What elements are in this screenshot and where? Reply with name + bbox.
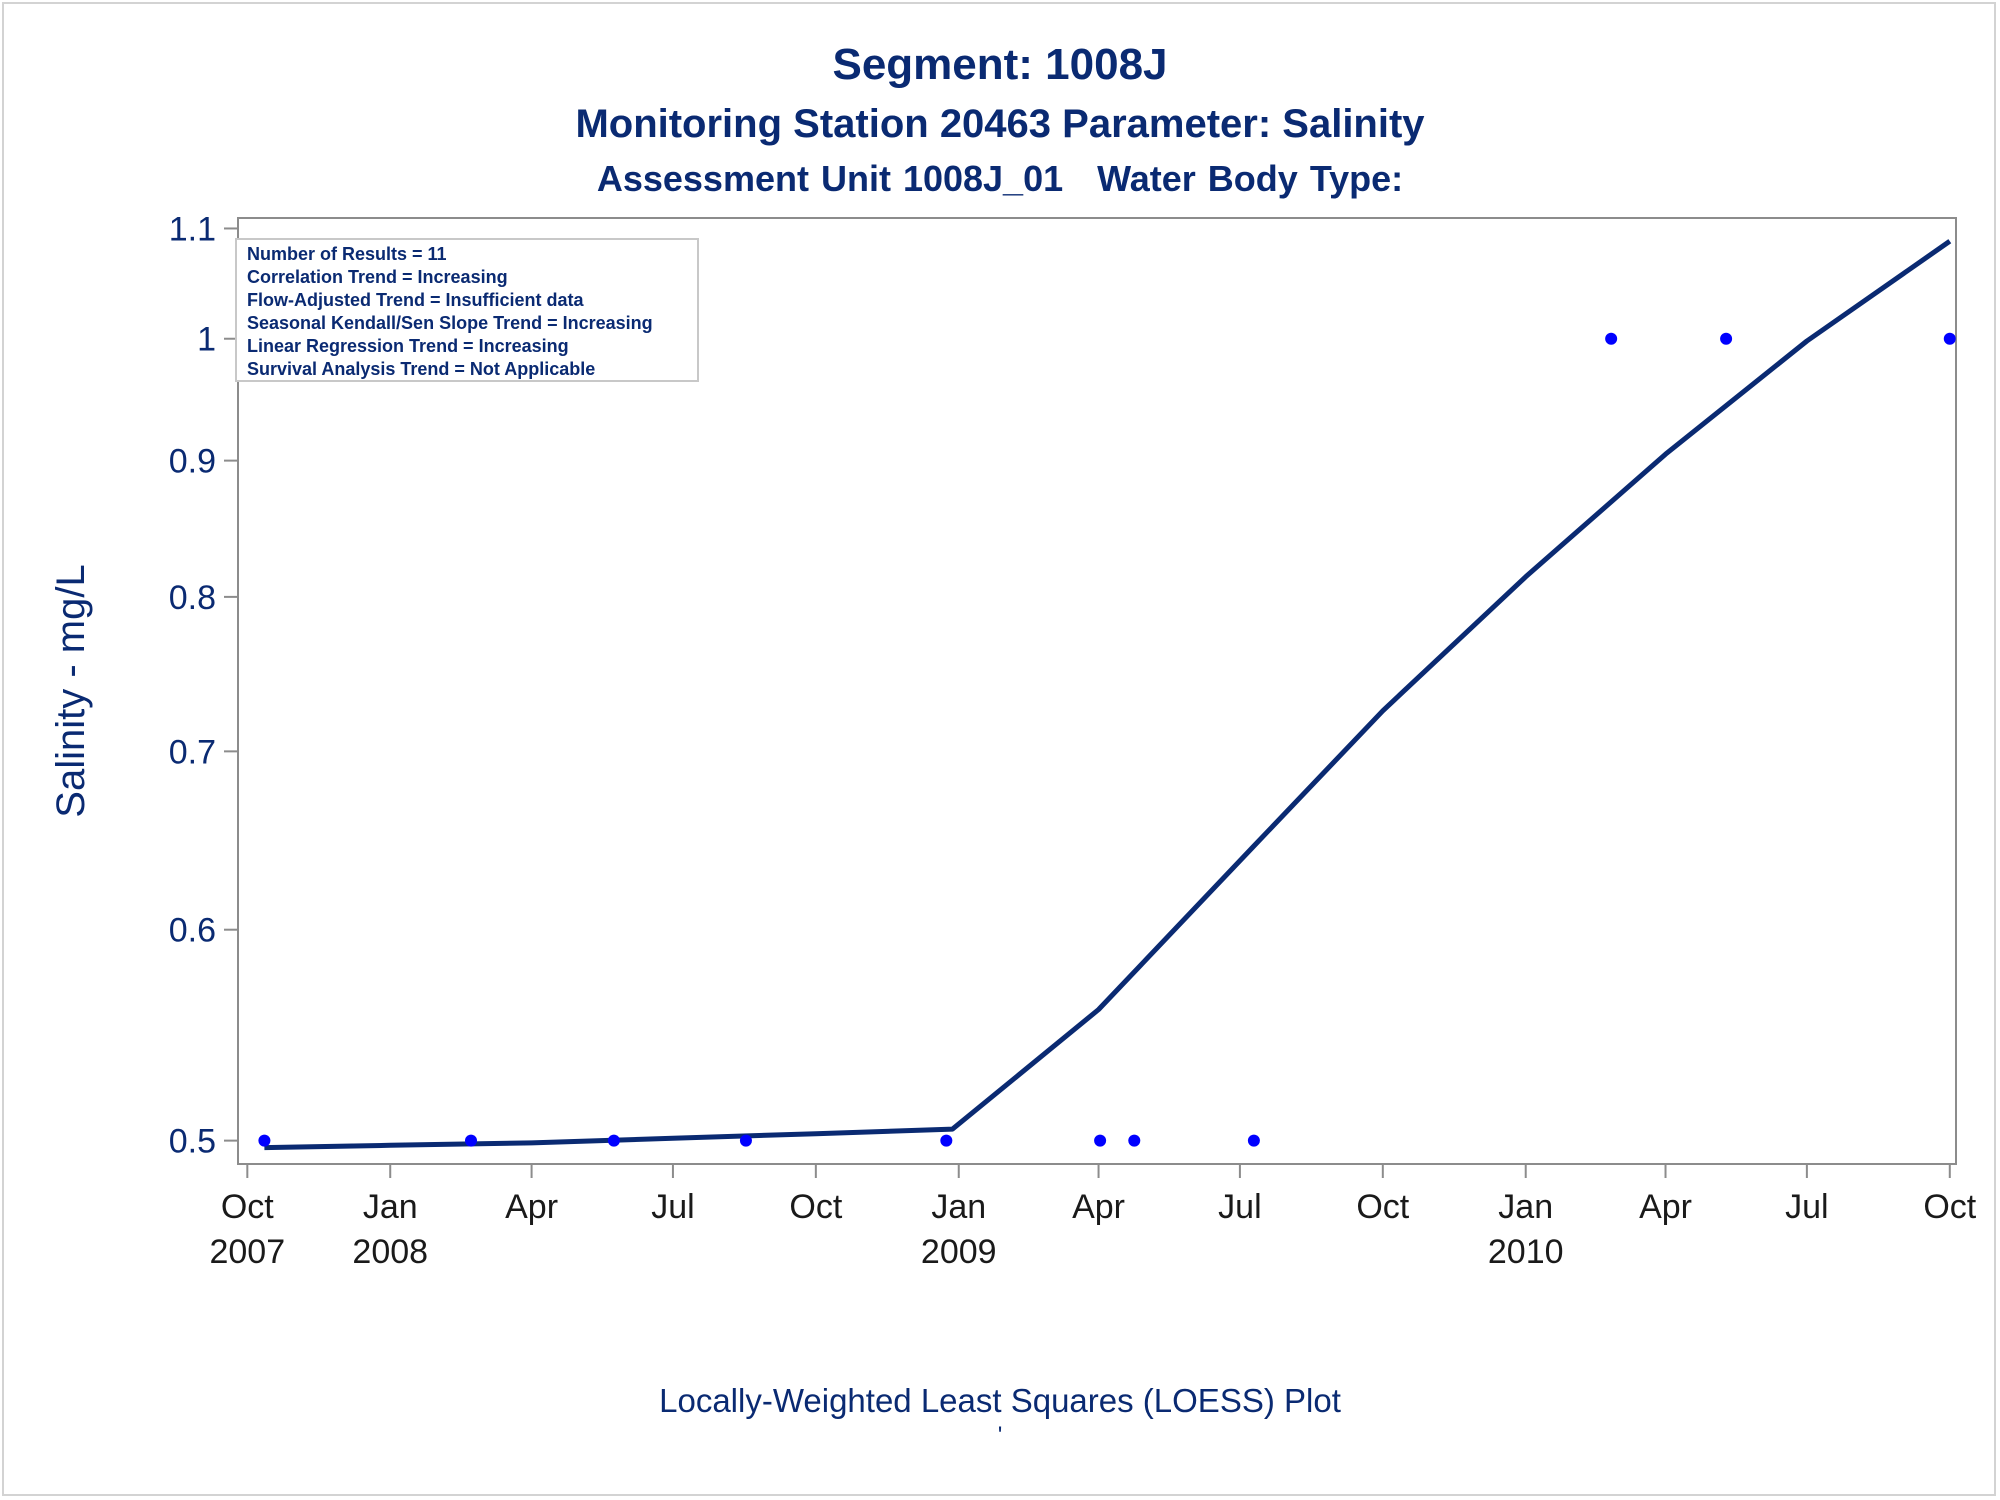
- water-body-type-label: Water Body Type:: [1097, 158, 1404, 199]
- trend-info-line: Linear Regression Trend = Increasing: [247, 336, 569, 356]
- data-point: [940, 1134, 953, 1147]
- trend-info-line: Survival Analysis Trend = Not Applicable: [247, 359, 595, 379]
- footnote: Locally-Weighted Least Squares (LOESS) P…: [659, 1382, 1341, 1419]
- trend-info-box: Number of Results = 11 Correlation Trend …: [235, 238, 699, 382]
- x-tick-label: Apr: [1639, 1188, 1692, 1226]
- data-point: [1605, 332, 1618, 345]
- data-point: [1094, 1134, 1107, 1147]
- data-point: [1247, 1134, 1260, 1147]
- y-tick-label: 0.8: [169, 579, 216, 617]
- trend-info-box-frame: [235, 238, 699, 382]
- plot-area: [237, 217, 1957, 1165]
- data-point: [1720, 332, 1733, 345]
- x-tick-label: Apr: [1072, 1188, 1125, 1226]
- trend-info-line: Number of Results = 11: [247, 244, 447, 264]
- x-tick-label: Oct: [789, 1188, 842, 1226]
- x-tick-label: Oct: [1356, 1188, 1409, 1226]
- x-tick-label: Jul: [1785, 1188, 1828, 1226]
- footnote-mark: ': [997, 1422, 1003, 1449]
- y-tick-label: 1: [197, 321, 216, 359]
- trend-info-line: Correlation Trend = Increasing: [247, 267, 508, 287]
- x-tick-year-label: 2010: [1488, 1233, 1564, 1271]
- y-axis-label: Salinity - mg/L: [49, 564, 93, 817]
- y-axis: 0.5 0.6 0.7 0.8 0.9 1 1.1: [169, 210, 238, 1161]
- y-tick-label: 0.9: [169, 443, 216, 481]
- y-tick-label: 0.5: [169, 1123, 216, 1161]
- x-tick-label: Oct: [221, 1188, 274, 1226]
- assessment-unit-label: Assessment Unit 1008J_01: [596, 158, 1064, 199]
- x-tick-label: Jan: [363, 1188, 418, 1226]
- x-tick-label: Jul: [1218, 1188, 1261, 1226]
- trend-info-line: Flow-Adjusted Trend = Insufficient data: [247, 290, 585, 310]
- chart-title: Segment: 1008J: [832, 40, 1168, 89]
- data-point: [258, 1134, 271, 1147]
- y-tick-label: 0.7: [169, 733, 216, 771]
- data-point: [1943, 332, 1956, 345]
- data-point: [465, 1134, 478, 1147]
- x-tick-label: Jan: [1498, 1188, 1553, 1226]
- loess-line: [264, 239, 1952, 1151]
- data-point: [739, 1134, 752, 1147]
- x-tick-label: Jan: [931, 1188, 986, 1226]
- y-tick-label: 0.6: [169, 912, 216, 950]
- x-tick-year-label: 2009: [921, 1233, 997, 1271]
- x-tick-year-label: 2008: [352, 1233, 428, 1271]
- x-tick-label: Oct: [1923, 1188, 1976, 1226]
- data-point: [607, 1134, 620, 1147]
- y-tick-label: 1.1: [169, 210, 216, 248]
- data-point: [1128, 1134, 1141, 1147]
- scatter-series: [258, 332, 1956, 1147]
- trend-info-line: Seasonal Kendall/Sen Slope Trend = Incre…: [247, 313, 653, 333]
- x-axis: Oct 2007 Jan 2008 Apr Jul Oct Jan 2009 Apr Jul Oct J…: [209, 1164, 1977, 1271]
- chart-subtitle: Monitoring Station 20463 Parameter: Sali…: [575, 102, 1425, 146]
- loess-series: [264, 239, 1952, 1151]
- x-tick-label: Apr: [505, 1188, 558, 1226]
- x-tick-label: Jul: [651, 1188, 694, 1226]
- chart-subtitle-2: Assessment Unit 1008J_01 Water Body Type:: [0, 158, 2000, 200]
- x-tick-year-label: 2007: [209, 1233, 285, 1271]
